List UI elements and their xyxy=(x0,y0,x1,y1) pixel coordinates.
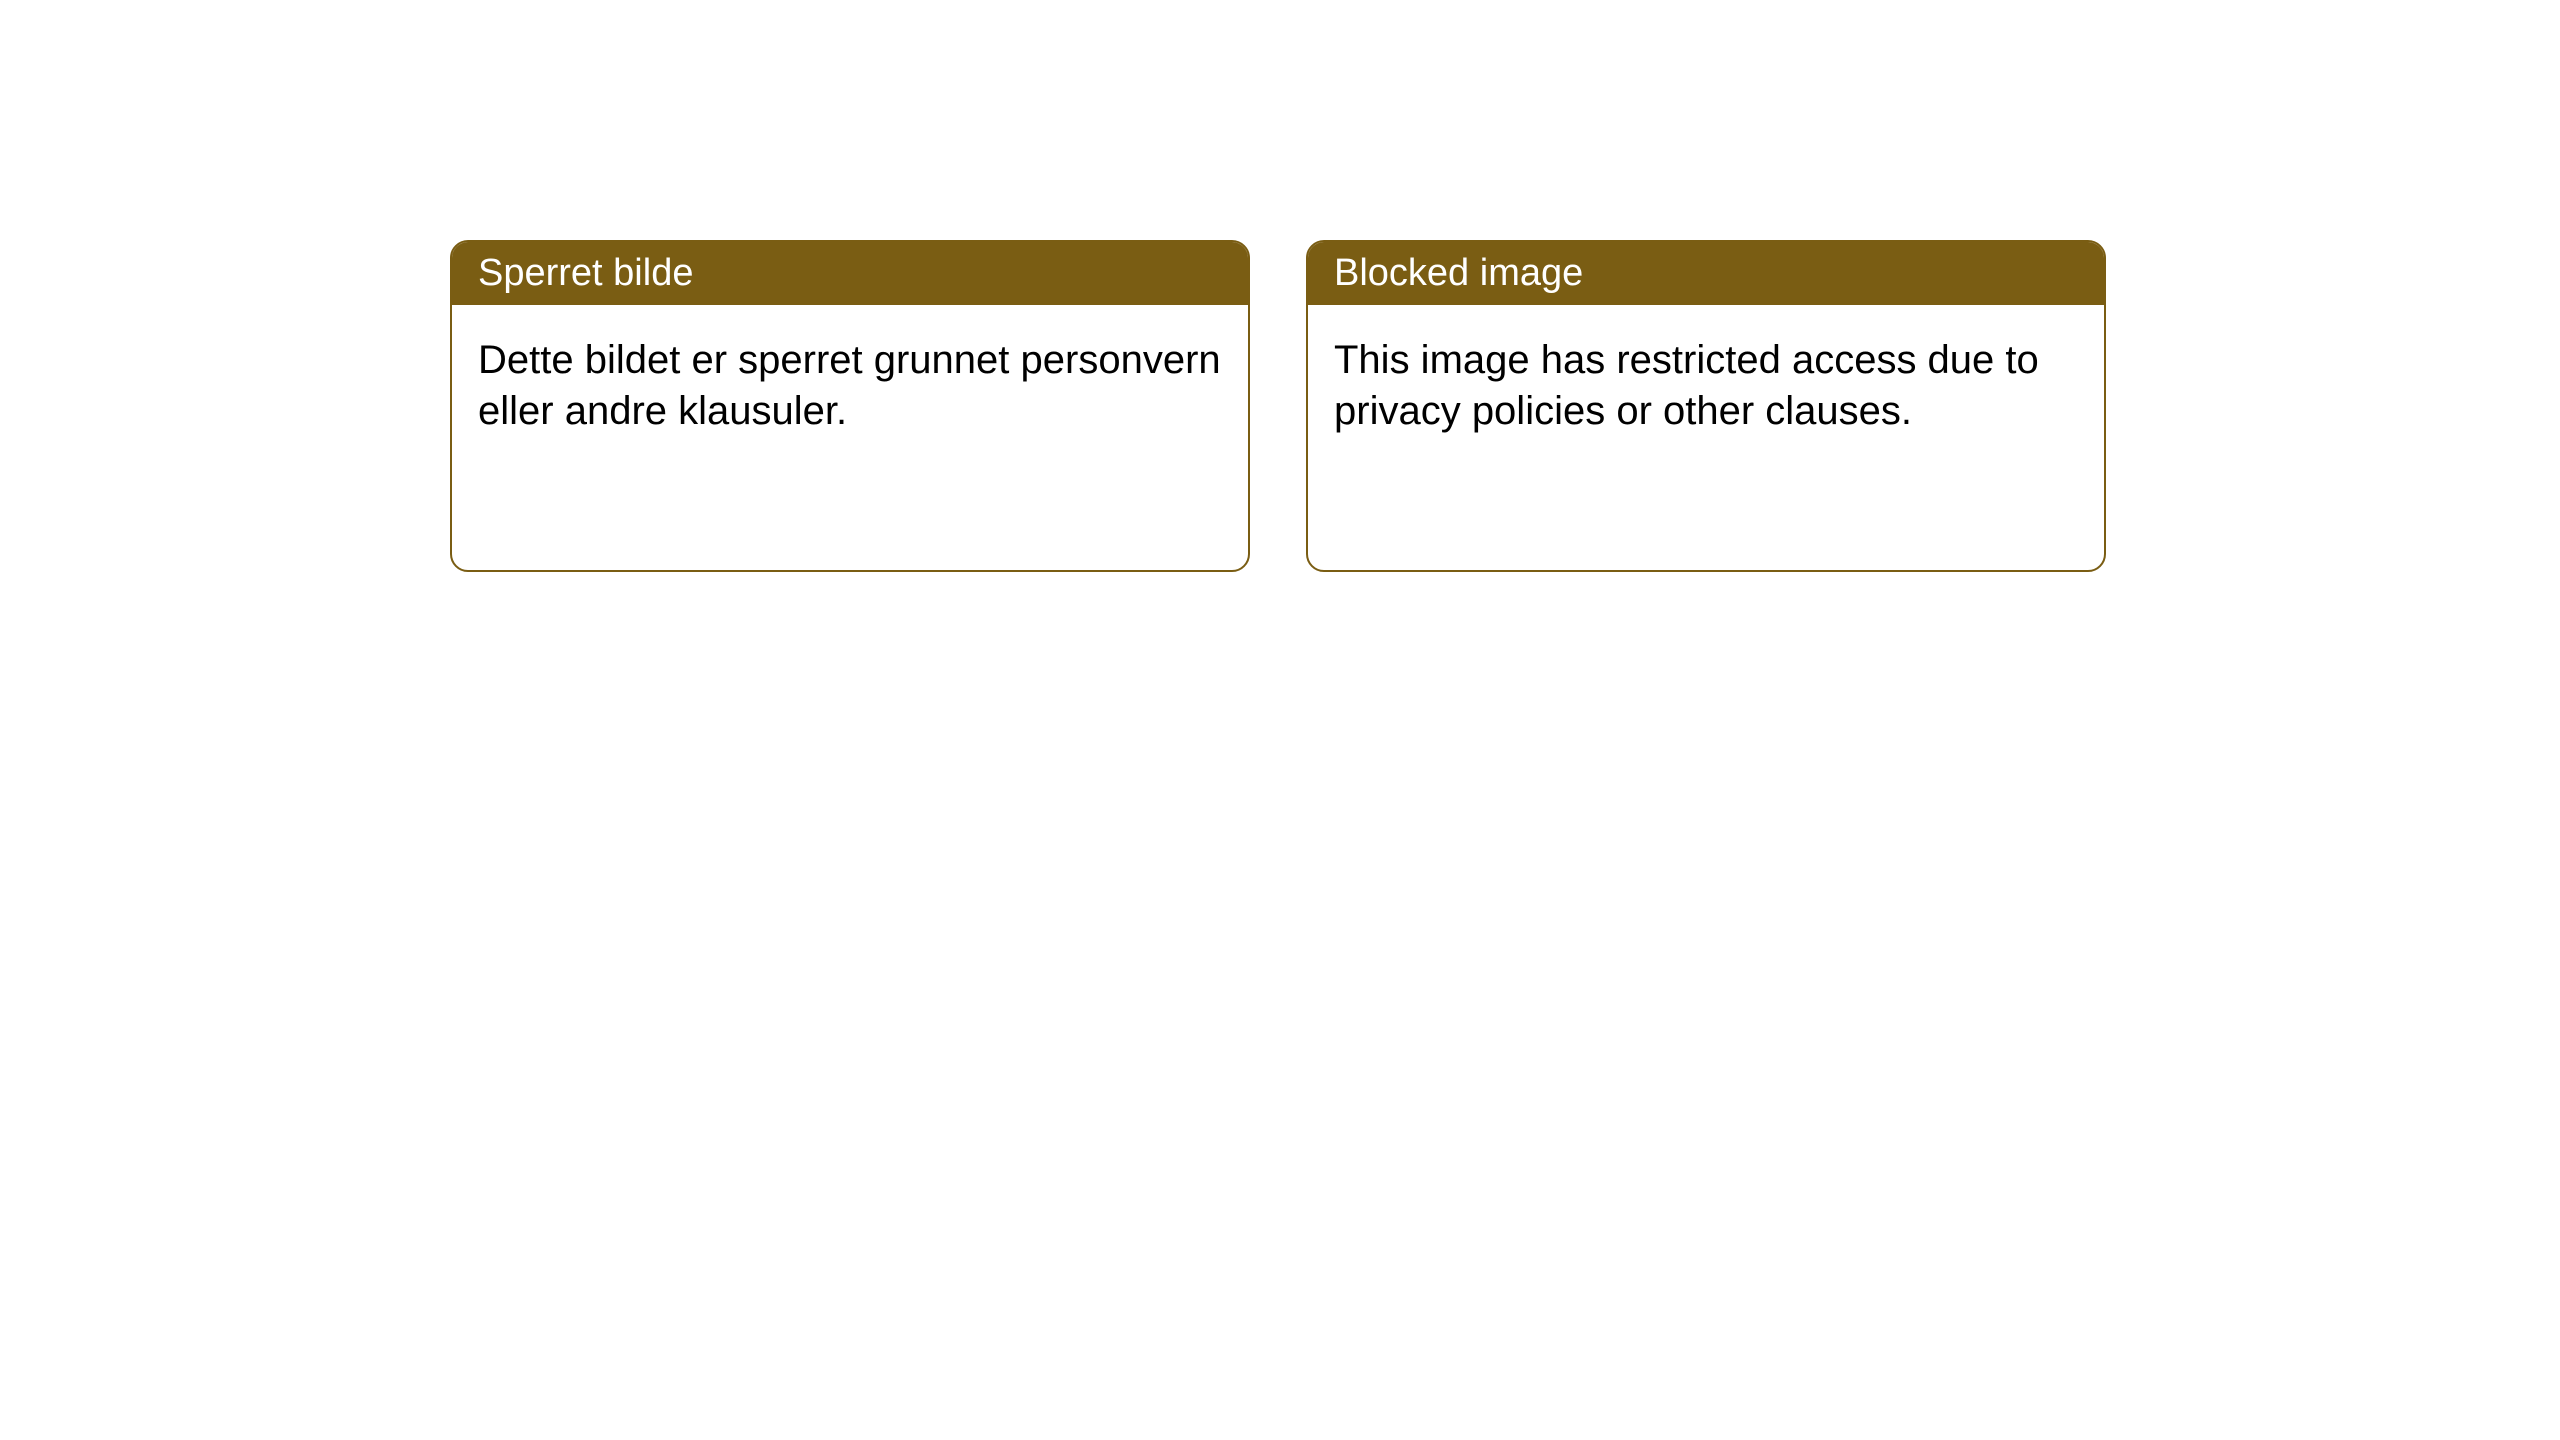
notice-card-body: This image has restricted access due to … xyxy=(1308,305,2104,570)
notice-card-english: Blocked image This image has restricted … xyxy=(1306,240,2106,572)
notice-card-title: Sperret bilde xyxy=(452,242,1248,305)
notice-card-body: Dette bildet er sperret grunnet personve… xyxy=(452,305,1248,570)
notice-container: Sperret bilde Dette bildet er sperret gr… xyxy=(450,240,2106,572)
notice-card-norwegian: Sperret bilde Dette bildet er sperret gr… xyxy=(450,240,1250,572)
notice-card-title: Blocked image xyxy=(1308,242,2104,305)
